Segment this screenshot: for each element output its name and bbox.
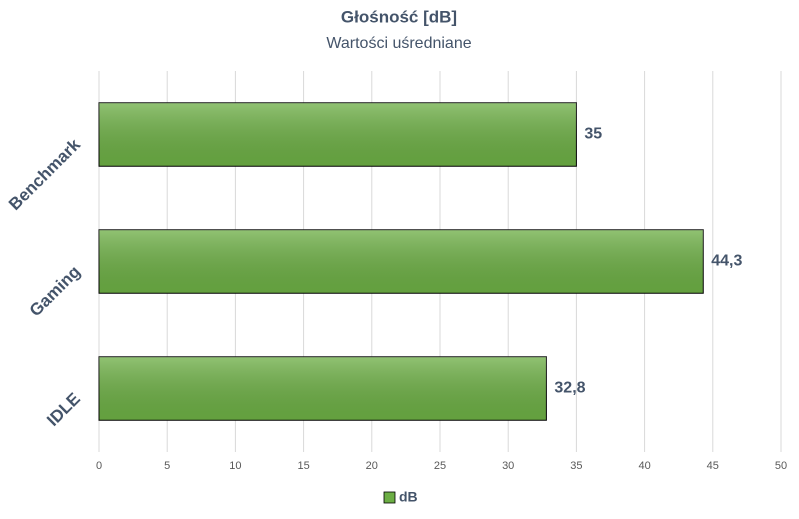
x-tick-label: 5 [164,460,170,472]
bar [98,102,577,167]
x-tick-label: 40 [638,460,650,472]
x-tick-label: 25 [434,460,446,472]
value-label: 32,8 [554,380,585,397]
value-label: 44,3 [711,253,742,270]
x-tick-label: 50 [775,460,787,472]
x-tick-label: 20 [366,460,378,472]
x-tick-label: 35 [570,460,582,472]
bar [98,356,547,421]
x-tick-label: 30 [502,460,514,472]
value-label: 35 [584,126,602,143]
x-tick-label: 0 [96,460,102,472]
chart-title: Głośność [dB] [341,7,457,26]
y-tick-label: Benchmark [5,135,84,214]
bar [98,229,704,294]
x-tick-label: 45 [707,460,719,472]
y-tick-label: Gaming [26,262,84,320]
legend-label: dB [399,489,418,505]
legend-swatch [383,491,396,504]
x-tick-label: 10 [229,460,241,472]
x-tick-label: 15 [297,460,309,472]
chart-subtitle: Wartości uśredniane [326,35,471,52]
y-tick-label: IDLE [43,389,84,430]
